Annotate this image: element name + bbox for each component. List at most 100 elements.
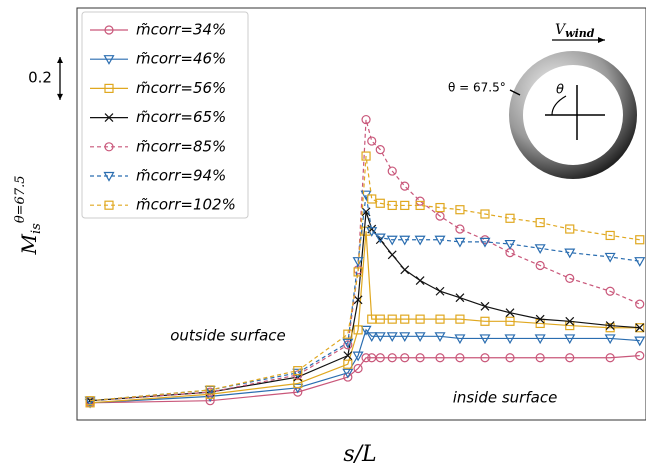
marker (504, 239, 516, 250)
marker (400, 200, 410, 211)
marker (505, 316, 515, 326)
marker (455, 314, 465, 324)
marker (400, 314, 410, 324)
marker (455, 205, 465, 215)
scale-label: 0.2 (28, 69, 52, 87)
marker (375, 145, 385, 155)
marker (535, 260, 545, 271)
series (85, 226, 645, 408)
marker (535, 314, 545, 324)
marker (565, 224, 575, 234)
scale-arrowhead (57, 93, 63, 100)
marker (455, 224, 465, 234)
marker (505, 353, 515, 363)
marker (375, 314, 385, 324)
marker (366, 332, 378, 343)
marker (635, 323, 645, 333)
marker (386, 235, 398, 246)
marker (634, 336, 646, 347)
plot-frame (76, 7, 646, 421)
marker (480, 353, 490, 363)
marker (635, 351, 645, 361)
marker (361, 151, 371, 161)
angle-label: θ = 67.5° (448, 81, 506, 95)
marker (387, 250, 397, 260)
marker (414, 332, 426, 343)
marker (479, 334, 491, 345)
series (85, 207, 645, 406)
marker (374, 233, 386, 244)
marker (361, 353, 371, 363)
marker (387, 166, 397, 176)
series-line (90, 194, 640, 402)
marker (387, 314, 397, 324)
legend-marker (104, 113, 114, 123)
marker (635, 299, 645, 309)
marker (374, 332, 386, 343)
marker (342, 338, 354, 349)
marker (366, 227, 378, 237)
marker (352, 257, 364, 267)
marker (292, 368, 304, 379)
marker (415, 200, 425, 211)
marker (399, 235, 411, 246)
y-label-base: M (17, 234, 41, 256)
marker (535, 217, 545, 228)
marker (605, 286, 615, 296)
marker (454, 334, 466, 345)
marker (343, 329, 353, 339)
series-line (90, 328, 640, 404)
marker (415, 276, 425, 285)
marker (353, 295, 363, 305)
series (84, 190, 646, 407)
marker (435, 314, 445, 324)
marker (634, 257, 646, 267)
marker (353, 363, 363, 374)
legend-label: m̃corr=34% (136, 21, 226, 39)
series-line (90, 155, 640, 402)
marker (605, 321, 615, 331)
marker (435, 286, 445, 296)
legend-label: m̃corr=102% (136, 196, 236, 214)
wind-base: V (555, 22, 567, 38)
marker (293, 366, 303, 376)
angle-marker (509, 89, 521, 96)
marker (434, 235, 446, 246)
marker (635, 235, 645, 245)
marker (480, 209, 490, 219)
marker (205, 385, 215, 395)
theta-label: θ (556, 83, 564, 98)
marker (414, 235, 426, 246)
marker (352, 351, 364, 362)
marker (435, 202, 445, 213)
marker (353, 325, 363, 335)
legend-marker (104, 83, 114, 94)
marker (605, 323, 615, 333)
marker (386, 332, 398, 343)
legend-label: m̃corr=94% (136, 167, 226, 185)
marker (360, 325, 372, 336)
marker (435, 353, 445, 363)
marker (387, 200, 397, 211)
marker (455, 293, 465, 303)
ring (509, 51, 637, 179)
marker (534, 334, 546, 345)
legend-marker (104, 200, 114, 210)
legend-label: m̃corr=56% (136, 79, 226, 97)
marker (454, 237, 466, 248)
marker (415, 353, 425, 363)
marker (565, 273, 575, 283)
plot-layer (84, 114, 646, 409)
marker (400, 181, 410, 191)
marker (415, 314, 425, 324)
angle-arc (551, 95, 567, 116)
marker (480, 301, 490, 311)
marker (565, 316, 575, 326)
legend-label: m̃corr=46% (136, 50, 226, 68)
wind-label: Vwind (555, 22, 595, 40)
y-label-sub: is (29, 223, 44, 234)
marker (367, 136, 377, 146)
marker (343, 359, 353, 369)
marker (343, 340, 353, 350)
